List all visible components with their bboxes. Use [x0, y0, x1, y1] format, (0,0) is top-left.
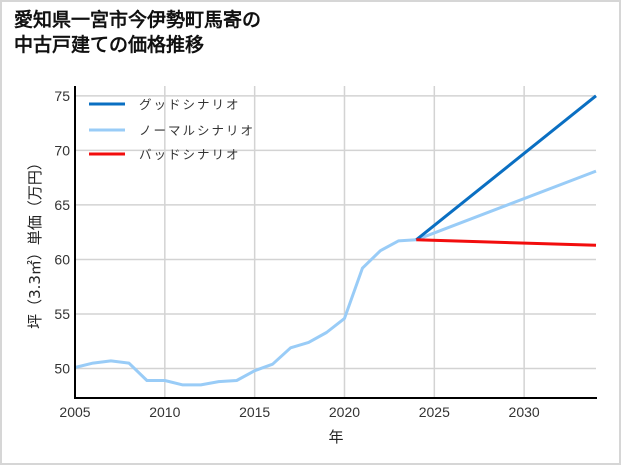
series-good-line	[415, 94, 597, 241]
x-tick-label: 2030	[509, 404, 540, 420]
x-tick-label: 2015	[239, 404, 270, 420]
chart-title-line1: 愛知県一宮市今伊勢町馬寄の	[14, 9, 262, 31]
x-tick-label: 2010	[149, 404, 180, 420]
series-normal-line	[74, 169, 597, 387]
legend-item-normal: ノーマルシナリオ	[89, 123, 255, 138]
series-bad-line	[416, 238, 597, 247]
y-tick-label: 65	[54, 197, 70, 213]
x-tick-label: 2020	[329, 404, 360, 420]
legend-label-good: グッドシナリオ	[139, 97, 241, 112]
x-axis-label: 年	[328, 428, 343, 446]
legend-item-good: グッドシナリオ	[89, 97, 241, 112]
y-tick-label: 70	[54, 142, 70, 158]
y-tick-label: 75	[54, 88, 70, 104]
y-axis-label: 坪（3.3㎡）単価（万円）	[26, 155, 44, 329]
x-tick-labels: 2005 2010 2015 2020 2025 2030	[59, 404, 539, 420]
data-series	[74, 94, 597, 387]
x-tick-label: 2005	[59, 404, 90, 420]
chart-title: 愛知県一宮市今伊勢町馬寄の 中古戸建ての価格推移	[14, 8, 261, 58]
legend-item-bad: バッドシナリオ	[89, 147, 241, 162]
x-tick-label: 2025	[419, 404, 450, 420]
legend: グッドシナリオ ノーマルシナリオ バッドシナリオ	[89, 97, 255, 162]
y-tick-label: 50	[54, 361, 70, 377]
chart-title-line2: 中古戸建ての価格推移	[14, 34, 205, 56]
y-tick-labels: 50 55 60 65 70 75	[54, 88, 70, 377]
y-tick-label: 60	[54, 251, 70, 267]
legend-label-bad: バッドシナリオ	[139, 147, 241, 162]
y-tick-label: 55	[54, 306, 70, 322]
legend-label-normal: ノーマルシナリオ	[139, 123, 255, 138]
